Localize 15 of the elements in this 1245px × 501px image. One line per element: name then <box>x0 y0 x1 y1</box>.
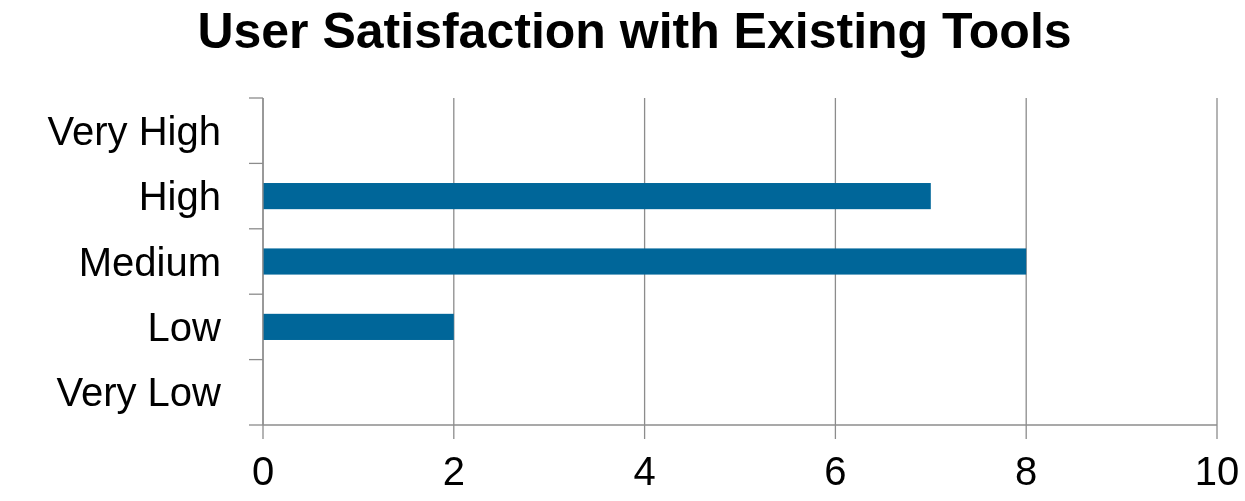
x-tick-label: 0 <box>251 449 275 493</box>
x-tick-label: 6 <box>824 449 847 493</box>
x-tick-label: 2 <box>442 449 465 493</box>
bar <box>263 248 1027 275</box>
x-tick-label: 8 <box>1015 449 1038 493</box>
chart-title: User Satisfaction with Existing Tools <box>197 3 1072 59</box>
y-tick-label: Very Low <box>56 370 222 415</box>
bar <box>263 183 931 210</box>
bar <box>263 313 454 340</box>
y-tick-label: High <box>138 174 221 219</box>
x-tick-label: 10 <box>1194 449 1240 493</box>
x-tick-label: 4 <box>633 449 656 493</box>
y-tick-label: Medium <box>78 239 221 284</box>
y-tick-label: Low <box>147 304 222 349</box>
y-tick-label: Very High <box>47 108 221 153</box>
